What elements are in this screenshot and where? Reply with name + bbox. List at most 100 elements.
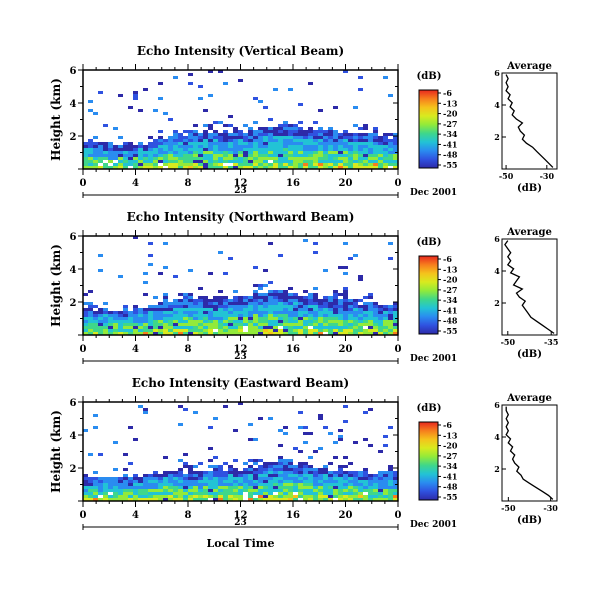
heatmap-cell [248,483,253,486]
heatmap-cell [373,477,378,480]
heatmap-cell [188,468,193,471]
heatmap-cell [358,136,363,139]
heatmap-cell [93,414,98,417]
heatmap-cell [168,314,173,317]
heatmap-cell [98,151,103,154]
heatmap-cell [308,311,313,314]
heatmap-cell [213,456,218,459]
heatmap-cell [273,323,278,326]
heatmap-cell [343,136,348,139]
heatmap-cell [103,332,108,335]
heatmap-cell [368,480,373,483]
heatmap-cell [183,130,188,133]
heatmap-cell [218,323,223,326]
heatmap-cell [123,483,128,486]
heatmap-cell [173,136,178,139]
heatmap-cell [188,308,193,311]
heatmap-cell [123,492,128,495]
heatmap-cell [183,465,188,468]
heatmap-cell [183,317,188,320]
heatmap-cell [333,166,338,169]
heatmap-cell [338,151,343,154]
heatmap-cell [158,486,163,489]
heatmap-cell [208,124,213,127]
heatmap-cell [173,151,178,154]
heatmap-cell [288,124,293,127]
heatmap-cell [148,305,153,308]
heatmap-cell [258,477,263,480]
heatmap-cell [343,489,348,492]
heatmap-cell [88,480,93,483]
heatmap-cell [298,130,303,133]
heatmap-cell [158,136,163,139]
heatmap-cell [123,142,128,145]
heatmap-cell [278,148,283,151]
heatmap-cell [213,296,218,299]
heatmap-cell [208,332,213,335]
heatmap-cell [128,495,133,498]
heatmap-cell [203,151,208,154]
heatmap-cell [228,498,233,501]
heatmap-cell [338,133,343,136]
heatmap-cell [198,474,203,477]
heatmap-cell [338,317,343,320]
heatmap-cell [308,495,313,498]
heatmap-cell [318,332,323,335]
heatmap-cell [123,157,128,160]
heatmap-cell [203,139,208,142]
heatmap-cell [133,154,138,157]
heatmap-cell [358,157,363,160]
heatmap-cell [228,329,233,332]
heatmap-cell [248,127,253,130]
heatmap-cell [283,139,288,142]
heatmap-cell [188,326,193,329]
heatmap-cell [388,489,393,492]
average-y-tick-label: 2 [494,298,500,308]
heatmap-cell [188,471,193,474]
heatmap-cell [278,308,283,311]
heatmap-cell [173,480,178,483]
heatmap-cell [178,323,183,326]
heatmap-cell [308,468,313,471]
average-x-label: (dB) [517,349,542,360]
heatmap-cell [258,157,263,160]
heatmap-cell [138,160,143,163]
heatmap-cell [103,317,108,320]
heatmap-cell [328,305,333,308]
heatmap-cell [288,148,293,151]
heatmap-cell [273,296,278,299]
heatmap-cell [343,332,348,335]
heatmap-cell [378,480,383,483]
heatmap-cell [213,492,218,495]
heatmap-cell [213,163,218,166]
heatmap-cell [338,139,343,142]
heatmap-cell [118,275,123,278]
heatmap-cell [328,492,333,495]
heatmap-cell [298,329,303,332]
x-tick-label: 0 [80,178,87,189]
heatmap-cell [378,329,383,332]
heatmap-cell [293,305,298,308]
heatmap-cell [348,145,353,148]
heatmap-cell [183,154,188,157]
heatmap-cell [338,477,343,480]
heatmap-cells [83,236,398,335]
heatmap-cell [133,166,138,169]
heatmap-cell [288,139,293,142]
heatmap-cell [278,254,283,257]
heatmap-cell [268,308,273,311]
heatmap-cell [348,157,353,160]
heatmap-cell [233,130,238,133]
heatmap-cell [333,314,338,317]
heatmap-cell [228,495,233,498]
heatmap-cell [143,483,148,486]
heatmap-cell [203,471,208,474]
heatmap-cell [223,130,228,133]
heatmap-cell [208,329,213,332]
heatmap-cell [253,462,258,465]
heatmap-cell [248,329,253,332]
heatmap-cell [218,251,223,254]
heatmap-cell [223,489,228,492]
heatmap-cell [308,136,313,139]
heatmap-cell [303,157,308,160]
